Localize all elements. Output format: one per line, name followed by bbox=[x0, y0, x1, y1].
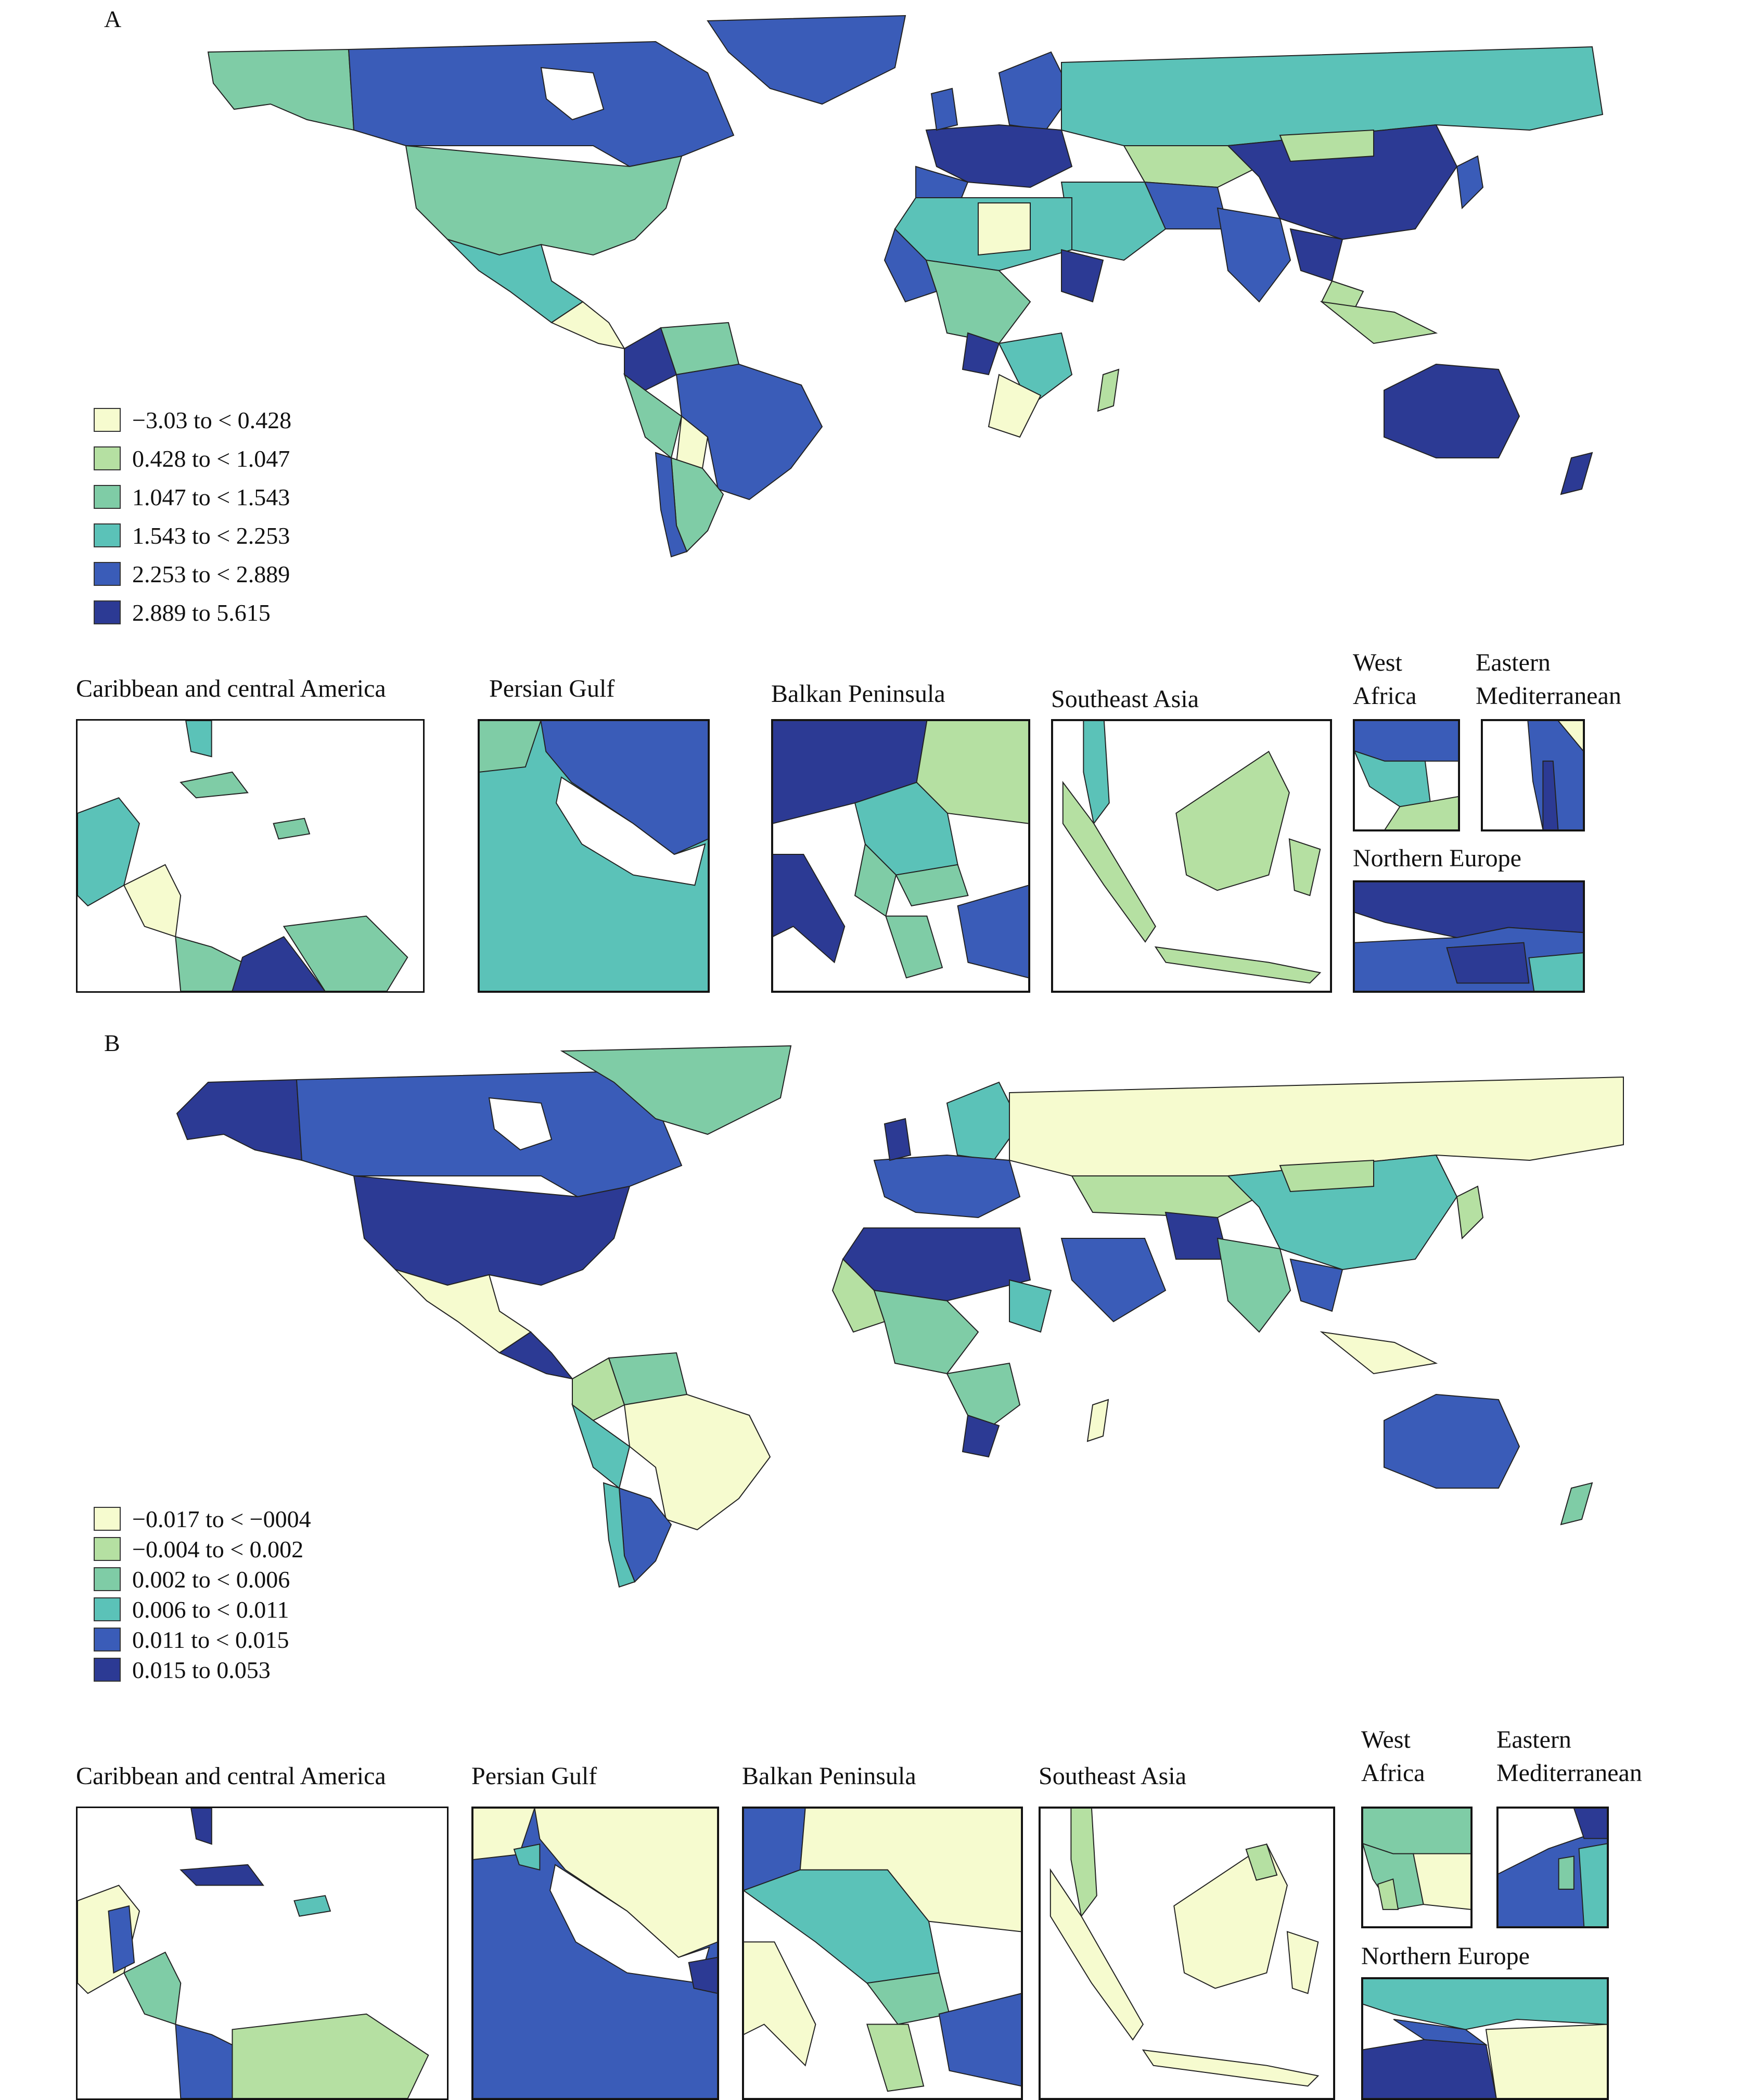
inset-b-title-west-africa: West Africa bbox=[1361, 1726, 1425, 1787]
map-a-alaska bbox=[207, 48, 355, 131]
map-a-russia bbox=[1061, 46, 1604, 146]
inset-a-title-persian-gulf: Persian Gulf bbox=[489, 675, 615, 702]
inset-b-title-persian-gulf: Persian Gulf bbox=[471, 1762, 597, 1790]
map-b-middle-east bbox=[1060, 1238, 1167, 1323]
map-a-usa bbox=[405, 145, 683, 256]
map-b-afghanistan bbox=[1164, 1211, 1229, 1260]
inset-a-caribbean-map bbox=[76, 719, 425, 993]
map-a-australia bbox=[1384, 363, 1520, 458]
map-b-alaska bbox=[176, 1079, 303, 1161]
inset-a-balkan-map bbox=[771, 719, 1030, 993]
map-b-russia bbox=[1009, 1076, 1624, 1176]
inset-a-title-west-africa: West Africa bbox=[1353, 649, 1417, 710]
legend-a-swatch-4 bbox=[94, 523, 121, 547]
legend-b-swatch-6 bbox=[94, 1658, 121, 1682]
legend-b-item: 0.006 to < 0.011 bbox=[94, 1594, 311, 1624]
inset-a-northern-europe-map bbox=[1353, 880, 1585, 993]
inset-b-title-northern-europe: Northern Europe bbox=[1361, 1942, 1530, 1970]
map-b-australia bbox=[1384, 1393, 1520, 1489]
map-a-ethiopia bbox=[1061, 249, 1104, 303]
inset-b-balkan-map bbox=[742, 1807, 1023, 2100]
inset-a-persian-gulf-map bbox=[478, 719, 710, 993]
map-a-mexico bbox=[447, 239, 584, 324]
inset-b-title-balkan: Balkan Peninsula bbox=[742, 1762, 916, 1790]
legend-b-swatch-1 bbox=[94, 1507, 121, 1531]
inset-b-persian-gulf-map bbox=[471, 1807, 719, 2100]
legend-b-item: 0.011 to < 0.015 bbox=[94, 1624, 311, 1655]
inset-a-title-northern-europe: Northern Europe bbox=[1353, 844, 1521, 872]
panel-a-world-map bbox=[83, 10, 1655, 572]
panel-b-label: B bbox=[104, 1030, 120, 1056]
map-a-india bbox=[1217, 207, 1291, 303]
panel-b-world-map bbox=[83, 1041, 1655, 1603]
legend-b-swatch-5 bbox=[94, 1628, 121, 1651]
inset-b-caribbean-map bbox=[76, 1807, 449, 2100]
inset-a-title-eastern-mediterranean: Eastern Mediterranean bbox=[1476, 649, 1621, 710]
inset-b-title-caribbean: Caribbean and central America bbox=[76, 1762, 386, 1790]
panel-b-legend: −0.017 to < −0004 −0.004 to < 0.002 0.00… bbox=[94, 1504, 311, 1685]
legend-a-item: −3.03 to < 0.428 bbox=[94, 401, 291, 439]
legend-b-swatch-4 bbox=[94, 1597, 121, 1621]
legend-b-swatch-2 bbox=[94, 1537, 121, 1561]
inset-b-west-africa-map bbox=[1361, 1807, 1473, 1928]
legend-a-item: 2.253 to < 2.889 bbox=[94, 555, 291, 593]
legend-b-item: 0.015 to 0.053 bbox=[94, 1655, 311, 1685]
inset-b-title-southeast-asia: Southeast Asia bbox=[1039, 1762, 1186, 1790]
legend-a-swatch-6 bbox=[94, 600, 121, 624]
map-b-usa bbox=[353, 1175, 631, 1286]
inset-a-title-balkan: Balkan Peninsula bbox=[771, 680, 945, 708]
legend-a-swatch-5 bbox=[94, 562, 121, 586]
map-a-west-africa bbox=[884, 228, 938, 303]
inset-b-southeast-asia-map bbox=[1039, 1807, 1335, 2100]
map-a-europe bbox=[925, 124, 1073, 188]
map-a-colombia bbox=[624, 327, 677, 391]
legend-a-item: 2.889 to 5.615 bbox=[94, 593, 291, 632]
map-a-greenland bbox=[707, 15, 906, 105]
legend-a-item: 1.543 to < 2.253 bbox=[94, 516, 291, 555]
map-b-scandinavia bbox=[946, 1081, 1021, 1161]
legend-a-item: 1.047 to < 1.543 bbox=[94, 478, 291, 516]
map-b-india bbox=[1217, 1237, 1291, 1333]
inset-b-eastern-mediterranean-map bbox=[1496, 1807, 1609, 1928]
inset-b-northern-europe-map bbox=[1361, 1977, 1609, 2100]
legend-a-item: 0.428 to < 1.047 bbox=[94, 439, 291, 478]
inset-a-title-southeast-asia: Southeast Asia bbox=[1051, 685, 1199, 713]
inset-a-eastern-mediterranean-map bbox=[1481, 719, 1585, 831]
inset-a-west-africa-map bbox=[1353, 719, 1460, 831]
legend-b-item: −0.004 to < 0.002 bbox=[94, 1534, 311, 1564]
legend-b-item: −0.017 to < −0004 bbox=[94, 1504, 311, 1534]
legend-b-swatch-3 bbox=[94, 1567, 121, 1591]
map-a-japan bbox=[1456, 155, 1484, 210]
legend-b-item: 0.002 to < 0.006 bbox=[94, 1564, 311, 1594]
map-a-scandinavia bbox=[998, 51, 1073, 131]
legend-a-swatch-1 bbox=[94, 408, 121, 432]
inset-a-southeast-asia-map bbox=[1051, 719, 1332, 993]
inset-a-title-caribbean: Caribbean and central America bbox=[76, 675, 386, 702]
panel-a-label: A bbox=[104, 6, 122, 32]
legend-a-swatch-2 bbox=[94, 446, 121, 470]
panel-a-legend: −3.03 to < 0.428 0.428 to < 1.047 1.047 … bbox=[94, 401, 291, 632]
inset-b-title-eastern-mediterranean: Eastern Mediterranean bbox=[1496, 1726, 1642, 1787]
map-b-brazil bbox=[623, 1393, 771, 1531]
map-b-greenland bbox=[560, 1045, 792, 1135]
map-b-europe bbox=[873, 1154, 1021, 1219]
legend-a-swatch-3 bbox=[94, 485, 121, 509]
